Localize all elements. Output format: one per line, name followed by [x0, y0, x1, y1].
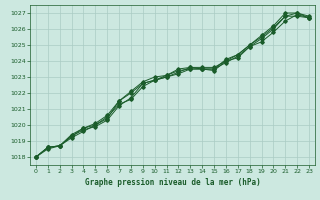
X-axis label: Graphe pression niveau de la mer (hPa): Graphe pression niveau de la mer (hPa)	[84, 178, 260, 187]
